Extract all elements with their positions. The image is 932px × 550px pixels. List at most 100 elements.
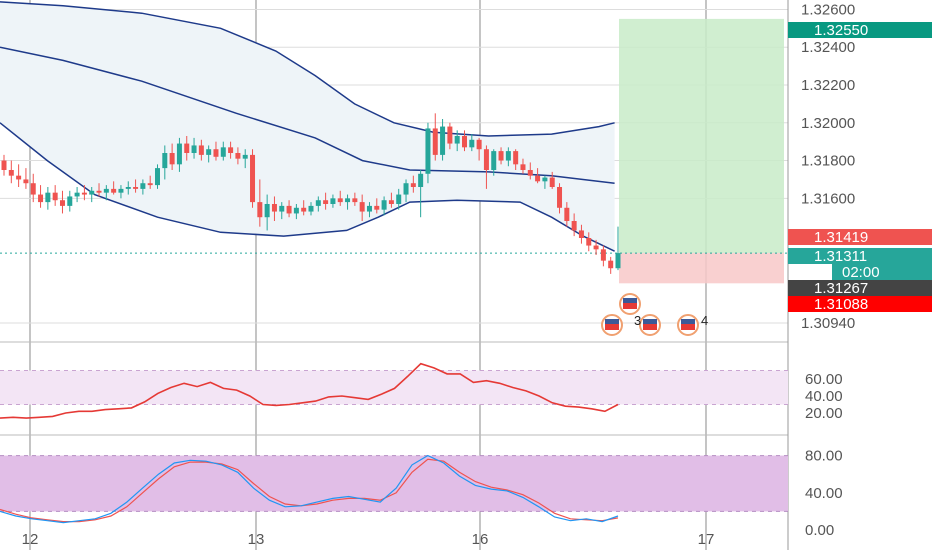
candle-body (571, 221, 577, 231)
rsi-tick-label: 20.00 (805, 405, 843, 422)
candle-body (403, 183, 409, 195)
time-tick-label: 12 (22, 531, 39, 548)
candle-body (330, 198, 336, 204)
candle-body (564, 207, 570, 221)
rsi-panel (0, 362, 788, 419)
candle-body (593, 245, 599, 250)
candle-body (162, 153, 168, 169)
candle-body (476, 139, 482, 150)
candle-body (133, 187, 139, 189)
price-tick-label: 1.31600 (801, 190, 855, 207)
candle-body (96, 190, 102, 193)
candle-body (1, 160, 7, 170)
rsi-tick-label: 60.00 (805, 371, 843, 388)
candle-body (462, 136, 467, 148)
us-flag-icon (681, 319, 695, 324)
price-tag (788, 229, 932, 245)
bollinger-upper (0, 1, 615, 137)
candle-body (359, 202, 365, 212)
candle-body (235, 153, 241, 159)
us-flag-icon (605, 319, 619, 324)
time-axis[interactable]: 12 13 16 17 (22, 531, 715, 548)
candle-body (264, 204, 270, 218)
candle-body (184, 143, 190, 153)
candle-body (352, 198, 358, 203)
price-tag-label: 1.32550 (814, 22, 868, 39)
candle-body (155, 168, 160, 186)
candle-body (8, 170, 14, 176)
candle-body (279, 205, 285, 212)
stochastic-tick-label: 40.00 (805, 485, 843, 502)
price-axis[interactable]: 1.32600 1.32400 1.32200 1.32000 1.31800 1.316… (788, 1, 932, 539)
candle-body (527, 170, 533, 176)
candle-body (410, 183, 416, 187)
candle-body (366, 205, 372, 212)
time-tick-label: 16 (472, 531, 489, 548)
candle-body (89, 190, 95, 195)
candle-body (213, 149, 219, 157)
candle-body (169, 153, 175, 165)
candle-body (308, 205, 314, 212)
bollinger-bands (0, 1, 615, 252)
candle-body (206, 149, 212, 155)
price-tag (788, 296, 932, 312)
candle-body (491, 151, 497, 170)
us-flag-icon (623, 298, 637, 303)
candle-body (549, 177, 555, 187)
candle-body (542, 177, 548, 182)
candle-body (191, 145, 197, 153)
price-tag (788, 22, 932, 38)
candle-body (286, 205, 292, 214)
candle-body (52, 192, 58, 201)
candles (1, 113, 621, 274)
candle-body (257, 202, 263, 218)
price-tick-label: 1.30940 (801, 315, 855, 332)
rsi-tick-label: 40.00 (805, 388, 843, 405)
candle-body (520, 164, 526, 170)
candle-body (498, 151, 504, 161)
stochastic-band (0, 455, 788, 512)
candle-body (38, 194, 44, 203)
price-tag-label: 1.31088 (814, 296, 868, 313)
candle-body (103, 188, 109, 193)
us-flag-icon (623, 303, 637, 309)
us-flag-icon (643, 324, 657, 330)
price-tick-label: 1.32400 (801, 39, 855, 56)
candle-body (396, 194, 402, 204)
candle-body (483, 149, 489, 170)
candle-body (228, 147, 234, 153)
candle-body (615, 253, 621, 269)
candle-body (301, 207, 307, 212)
price-tag-label: 1.31311 (814, 248, 867, 265)
candle-body (388, 200, 394, 204)
price-tag (788, 280, 932, 296)
candle-body (125, 187, 131, 189)
bollinger-middle (0, 46, 615, 184)
candle-body (600, 249, 606, 261)
candle-body (557, 187, 563, 208)
event-count-label: 4 (701, 313, 708, 328)
bollinger-fill (0, 1, 615, 252)
candle-body (608, 260, 614, 269)
candle-body (418, 173, 424, 187)
candle-body (74, 192, 80, 197)
candle-body (220, 147, 226, 157)
candle-body (81, 192, 87, 195)
price-tick-label: 1.32200 (801, 77, 855, 94)
candle-body (432, 128, 438, 155)
candle-body (147, 183, 153, 186)
candle-body (59, 200, 65, 206)
candle-body (315, 200, 321, 206)
rsi-line (0, 362, 619, 419)
position-box[interactable] (0, 18, 788, 284)
price-tick-label: 1.32600 (801, 1, 855, 18)
stochastic-tick-label: 0.00 (805, 522, 834, 539)
price-tag-label: 1.31267 (814, 280, 868, 297)
stochastic-tick-label: 80.00 (805, 448, 843, 465)
price-tag-label: 1.31419 (814, 229, 868, 246)
us-flag-icon (643, 319, 657, 324)
candle-body (16, 175, 22, 180)
stochastic-d-line (0, 458, 619, 523)
